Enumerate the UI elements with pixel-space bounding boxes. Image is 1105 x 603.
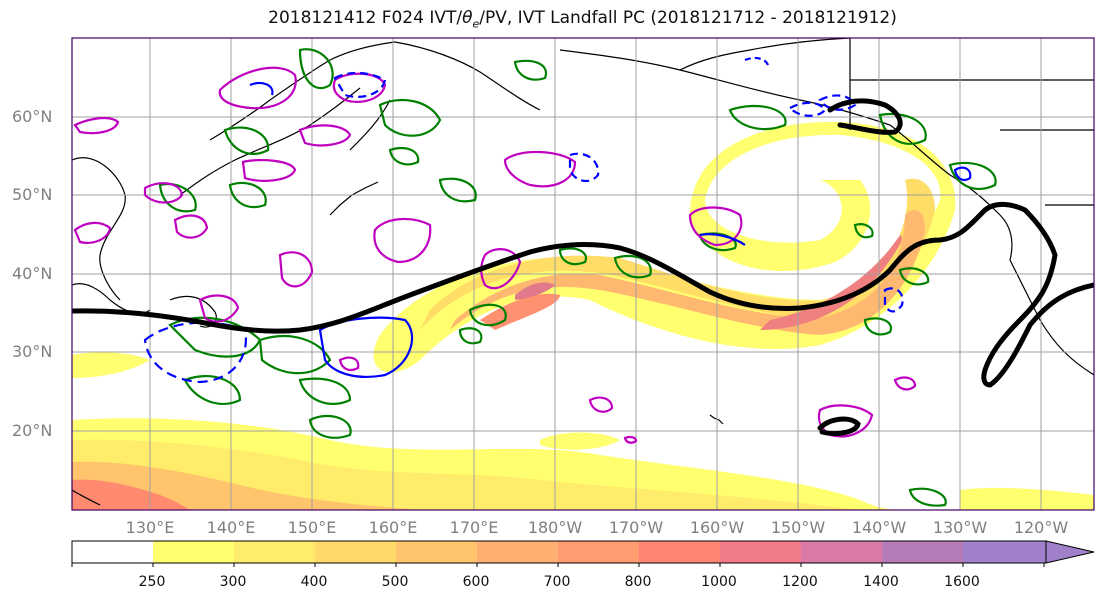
lon-label-180w: 180°W: [527, 518, 583, 537]
colorbar-segment: [477, 541, 558, 563]
colorbar-label-300: 300: [219, 574, 247, 590]
landfall-pc-contours: [72, 98, 1094, 437]
lat-label-60n: 60°N: [12, 107, 53, 126]
colorbar-ticks: [71, 563, 1045, 567]
colorbar-segment: [396, 541, 477, 563]
colorbar-segment: [153, 541, 234, 563]
lon-label-170w: 170°W: [608, 518, 664, 537]
colorbar-label-1400: 1400: [863, 574, 899, 590]
colorbar-segment: [558, 541, 639, 563]
lat-label-20n: 20°N: [12, 421, 53, 440]
lon-label-140e: 140°E: [206, 518, 256, 537]
colorbar-segment: [72, 541, 153, 563]
colorbar-segment: [882, 541, 963, 563]
colorbar-label-1000: 1000: [701, 574, 737, 590]
colorbar-label-250: 250: [138, 574, 166, 590]
theta-e-contours: [158, 48, 997, 507]
lon-label-150w: 150°W: [770, 518, 826, 537]
colorbar-segment: [234, 541, 315, 563]
graticule: [72, 38, 1094, 510]
colorbar-label-600: 600: [462, 574, 490, 590]
pv-contours-blue: [143, 56, 972, 384]
lon-label-120w: 120°W: [1013, 518, 1069, 537]
lon-label-170e: 170°E: [449, 518, 499, 537]
colorbar-label-400: 400: [300, 574, 328, 590]
colorbar-label-1200: 1200: [782, 574, 818, 590]
lon-label-150e: 150°E: [287, 518, 337, 537]
ivt-shading: [72, 121, 1094, 510]
colorbar-segment: [801, 541, 882, 563]
colorbar-segment: [639, 541, 720, 563]
colorbar-label-700: 700: [543, 574, 571, 590]
lon-label-140w: 140°W: [851, 518, 907, 537]
colorbar-frame: [71, 540, 1047, 564]
lat-label-50n: 50°N: [12, 185, 53, 204]
colorbar-segments: [72, 541, 1046, 563]
colorbar-segment: [720, 541, 801, 563]
lon-label-160w: 160°W: [689, 518, 745, 537]
colorbar-label-1600: 1600: [944, 574, 980, 590]
colorbar-extend-arrow: [1045, 540, 1095, 564]
map-title: 2018121412 F024 IVT/θe/PV, IVT Landfall …: [268, 8, 897, 31]
lat-label-40n: 40°N: [12, 264, 53, 283]
lon-label-160e: 160°E: [368, 518, 418, 537]
map-frame: [71, 37, 1095, 511]
map-panel: [71, 37, 1095, 511]
colorbar-label-500: 500: [381, 574, 409, 590]
lat-label-30n: 30°N: [12, 342, 53, 361]
colorbar-segment: [963, 541, 1046, 563]
colorbar-segment: [315, 541, 396, 563]
colorbar-label-800: 800: [624, 574, 652, 590]
lon-label-130e: 130°E: [125, 518, 175, 537]
lon-label-130w: 130°W: [932, 518, 988, 537]
